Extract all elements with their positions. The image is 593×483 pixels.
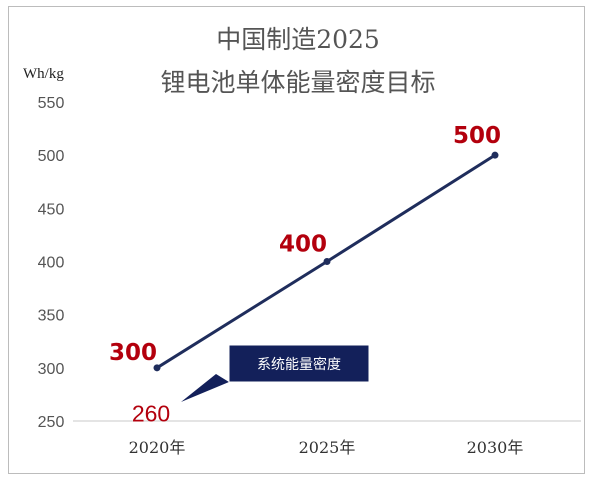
callout-text: 系统能量密度 [257,356,341,373]
x-axis-categories: 2020年 2025年 2030年 [129,438,524,457]
data-label: 400 [279,232,327,258]
annotation-value: 260 [132,400,170,426]
y-tick-label: 300 [38,361,65,378]
y-axis-ticks: 250 300 350 400 450 500 550 [38,95,65,431]
x-category-label: 2030年 [467,438,524,457]
series-point [323,258,331,265]
data-labels: 300 400 500 [109,123,501,366]
y-tick-label: 400 [38,255,65,272]
x-category-label: 2020年 [129,438,186,457]
y-tick-label: 550 [38,95,65,112]
series-points [153,151,499,372]
chart-title-line-2: 锂电池单体能量密度目标 [160,68,435,97]
chart: 中国制造2025 锂电池单体能量密度目标 Wh/kg 250 300 350 400 4… [23,25,581,457]
callout-pointer [181,374,229,402]
data-label: 300 [109,340,157,366]
data-label: 500 [453,123,501,149]
chart-title-line-1: 中国制造2025 [216,25,380,54]
x-category-label: 2025年 [299,438,356,457]
y-axis-unit-label: Wh/kg [23,66,64,82]
y-tick-label: 350 [38,308,65,325]
callout-box [228,344,370,383]
series-point [491,151,499,159]
series-point [153,364,161,372]
y-tick-label: 500 [38,148,65,165]
y-tick-label: 450 [38,201,65,218]
chart-frame: 中国制造2025 锂电池单体能量密度目标 Wh/kg 250 300 350 400 4… [8,6,585,474]
annotations: 260 系统能量密度 [132,344,370,426]
y-tick-label: 250 [38,414,65,431]
